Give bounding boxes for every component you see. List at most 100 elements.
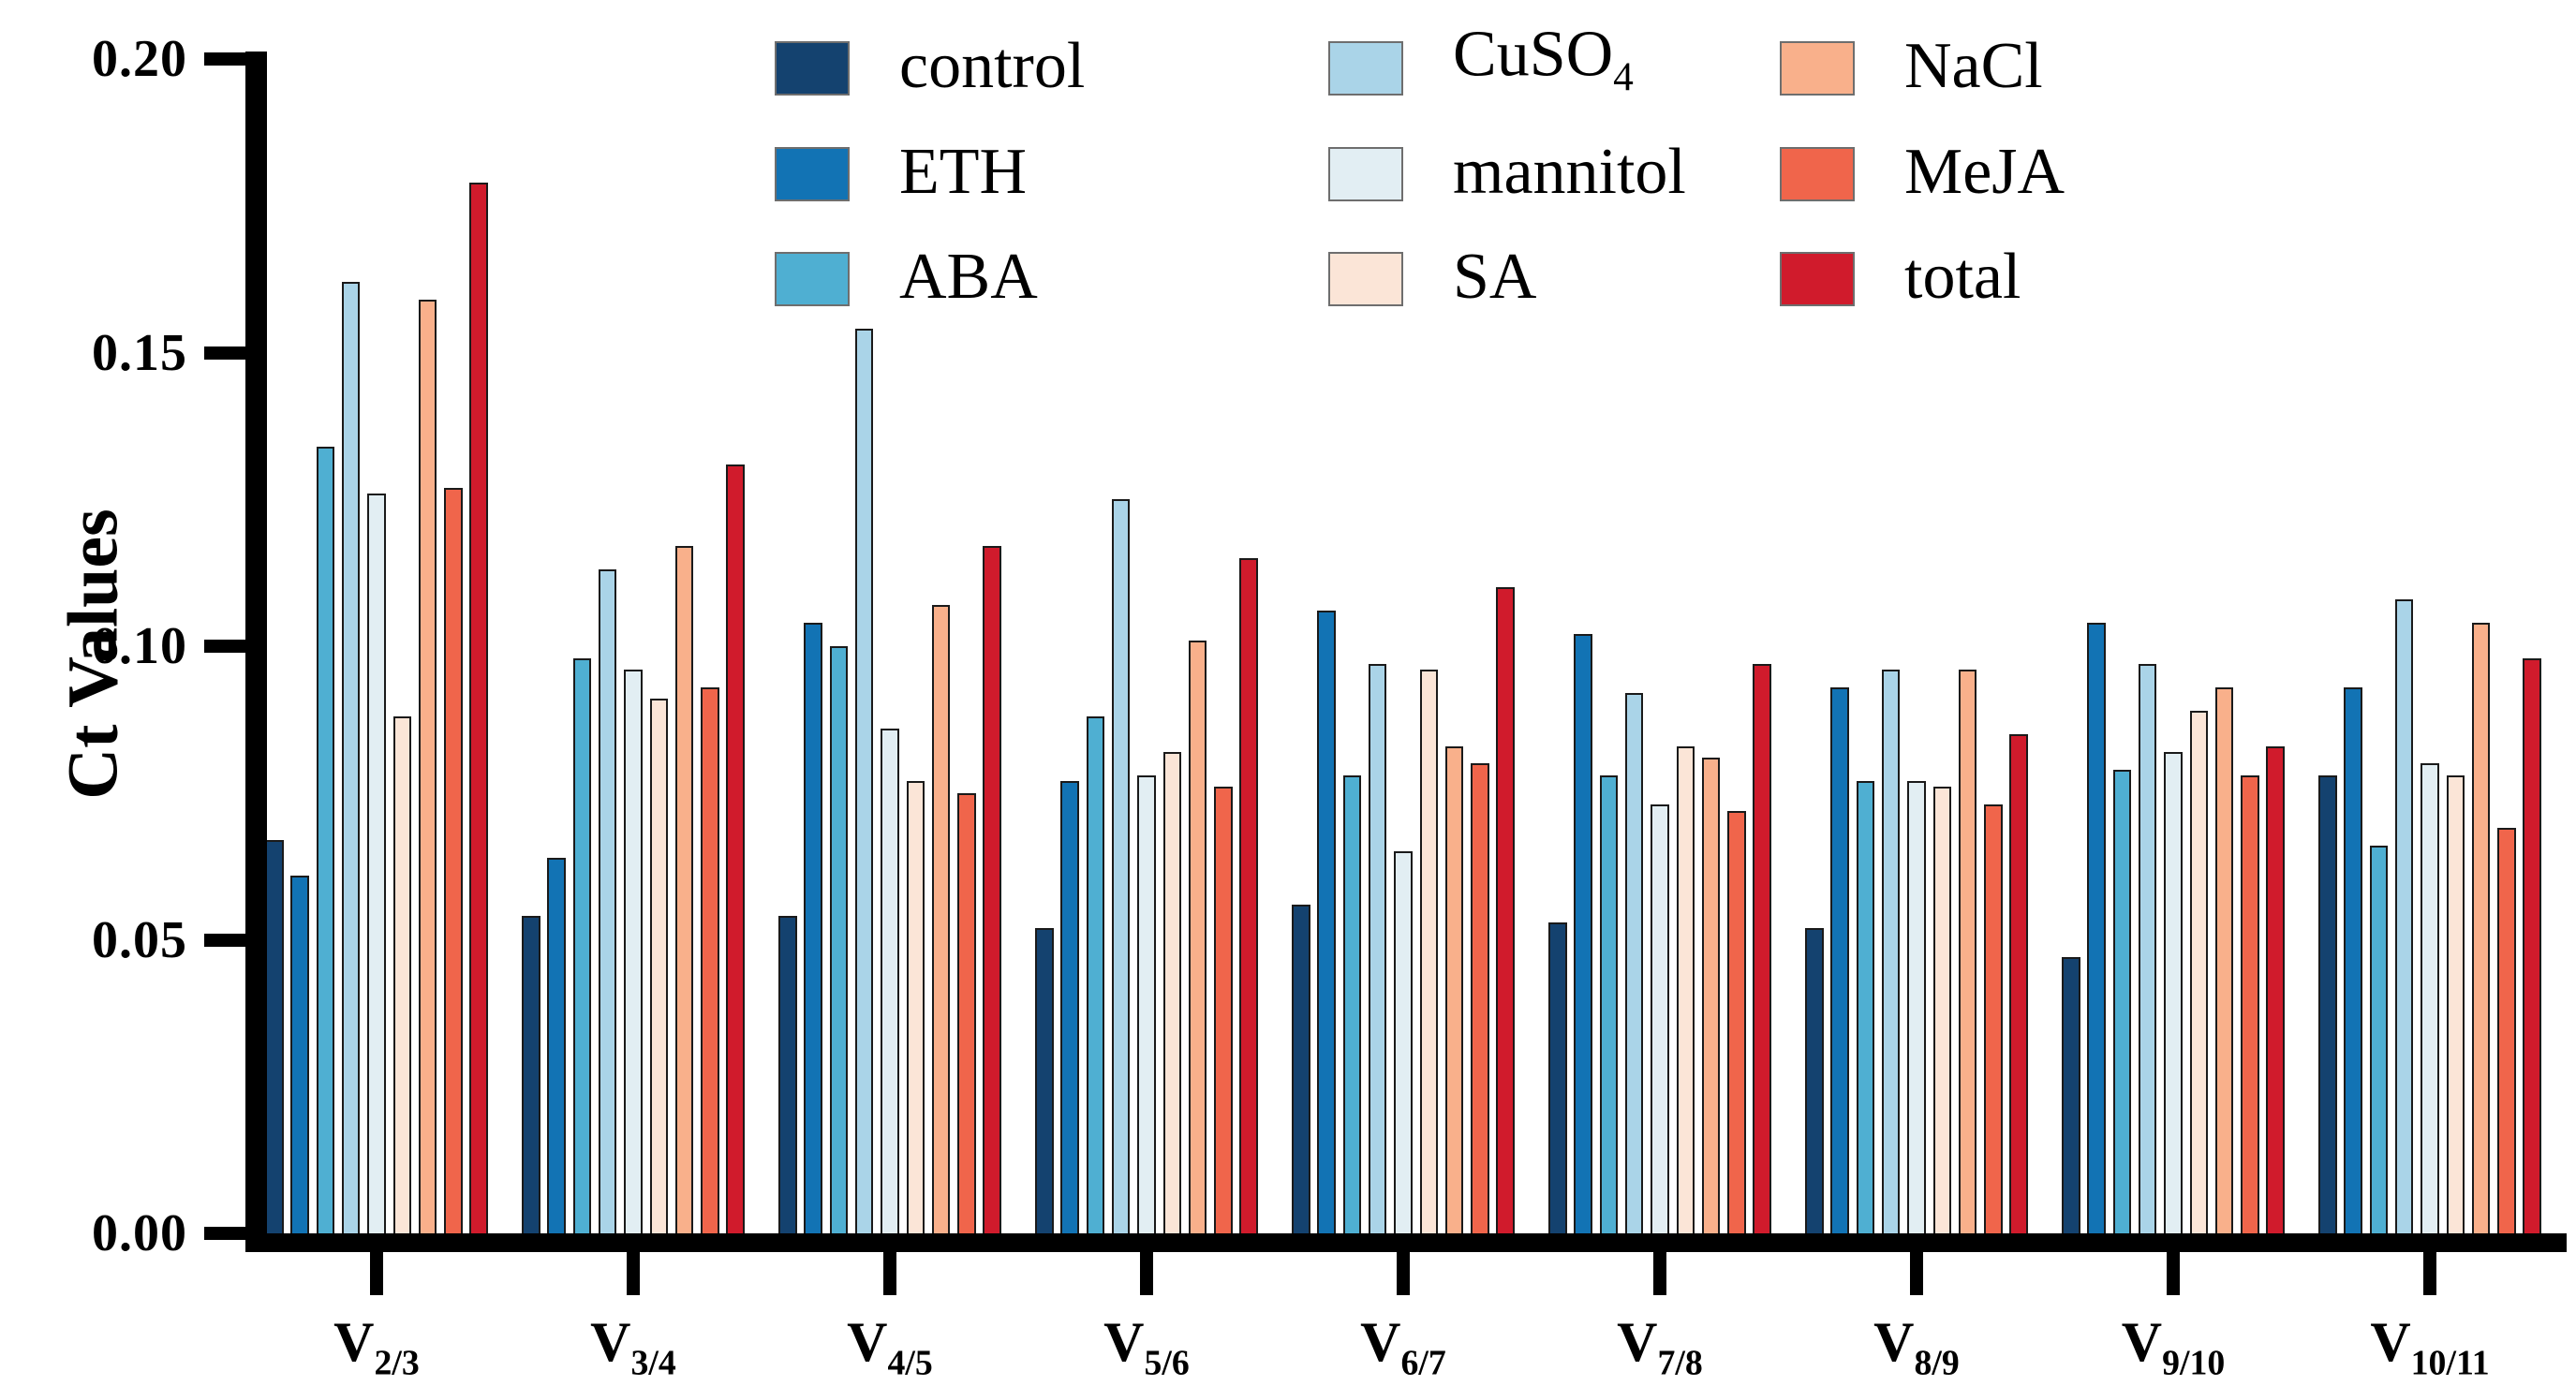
bar-NaCl-V5-6	[1188, 640, 1207, 1239]
y-tick-label: 0.20	[92, 30, 187, 88]
legend-label-SA: SA	[1453, 244, 1536, 310]
bar-control-V9-10	[2062, 957, 2080, 1239]
bar-NaCl-V3-4	[674, 546, 694, 1239]
legend-label-main: SA	[1453, 241, 1537, 314]
bar-total-V4-5	[983, 546, 1001, 1239]
bar-MeJA-V3-4	[701, 686, 719, 1239]
y-tick	[204, 1227, 245, 1240]
bar-control-V6-7	[1292, 904, 1310, 1239]
bar-ETH-V3-4	[547, 857, 566, 1239]
x-tick-label-base: V	[590, 1311, 631, 1373]
bar-NaCl-V8-9	[1958, 670, 1977, 1239]
x-tick	[883, 1252, 896, 1295]
legend-label-main: MeJA	[1904, 136, 2065, 209]
bar-CuSO4-V9-10	[2138, 663, 2157, 1239]
legend-label-main: ABA	[899, 241, 1038, 314]
bar-ETH-V4-5	[804, 622, 822, 1239]
x-tick	[627, 1252, 640, 1295]
bar-MeJA-V9-10	[2241, 774, 2259, 1239]
bar-mannitol-V7-8	[1651, 804, 1669, 1239]
legend-label-main: mannitol	[1453, 136, 1686, 209]
bar-ABA-V9-10	[2112, 769, 2132, 1239]
bar-total-V3-4	[726, 464, 745, 1239]
bar-ABA-V3-4	[572, 657, 592, 1239]
bar-CuSO4-V4-5	[854, 329, 874, 1239]
legend-label-ABA: ABA	[899, 244, 1038, 310]
legend-swatch-CuSO4	[1328, 41, 1403, 96]
bar-mannitol-V8-9	[1907, 781, 1926, 1239]
legend-label-main: CuSO	[1453, 18, 1614, 91]
bar-total-V9-10	[2266, 745, 2285, 1239]
legend-swatch-mannitol	[1328, 147, 1403, 201]
bar-ABA-V5-6	[1086, 716, 1105, 1239]
bar-NaCl-V7-8	[1701, 758, 1721, 1239]
bar-control-V10-11	[2318, 774, 2337, 1239]
bar-mannitol-V4-5	[881, 728, 899, 1239]
x-tick-label-base: V	[1617, 1311, 1658, 1373]
bar-total-V8-9	[2009, 734, 2028, 1239]
bar-MeJA-V5-6	[1214, 787, 1233, 1239]
x-tick-label-sub: 6/7	[1400, 1343, 1446, 1383]
bar-control-V3-4	[522, 916, 540, 1239]
x-tick-label-sub: 4/5	[887, 1343, 933, 1383]
bar-SA-V8-9	[1932, 787, 1952, 1239]
y-tick-label: 0.00	[92, 1204, 187, 1262]
bar-ETH-V9-10	[2087, 622, 2106, 1239]
x-tick-label-base: V	[333, 1311, 375, 1373]
x-tick-label: V7/8	[1538, 1309, 1782, 1386]
y-tick	[204, 933, 245, 947]
x-tick-label-base: V	[1103, 1311, 1145, 1373]
bar-total-V10-11	[2523, 657, 2541, 1239]
x-tick	[2423, 1252, 2436, 1295]
x-axis-line	[245, 1233, 2567, 1252]
x-tick	[1397, 1252, 1410, 1295]
y-axis-line	[245, 52, 267, 1252]
bar-control-V2-3	[265, 839, 284, 1239]
bar-mannitol-V2-3	[367, 493, 386, 1239]
bar-ABA-V8-9	[1856, 781, 1875, 1239]
y-tick	[204, 346, 245, 360]
x-tick-label: V5/6	[1025, 1309, 1268, 1386]
bar-SA-V5-6	[1162, 751, 1182, 1239]
x-tick-label-sub: 5/6	[1144, 1343, 1190, 1383]
bar-CuSO4-V8-9	[1881, 670, 1901, 1239]
legend-swatch-ABA	[775, 252, 850, 306]
bar-control-V7-8	[1548, 922, 1567, 1239]
legend-swatch-total	[1780, 252, 1855, 306]
legend-label-NaCl: NaCl	[1904, 34, 2043, 99]
bar-SA-V7-8	[1676, 745, 1695, 1239]
x-tick-label-base: V	[2370, 1311, 2411, 1373]
bar-NaCl-V2-3	[418, 300, 437, 1239]
x-tick-label-sub: 7/8	[1657, 1343, 1703, 1383]
bar-mannitol-V9-10	[2164, 751, 2183, 1239]
bar-ETH-V2-3	[290, 875, 309, 1239]
x-tick-label-base: V	[2121, 1311, 2163, 1373]
bar-total-V2-3	[469, 182, 488, 1239]
bar-ETH-V6-7	[1317, 611, 1336, 1239]
bar-mannitol-V5-6	[1137, 774, 1156, 1239]
legend-label-control: control	[899, 34, 1085, 99]
y-tick-label: 0.10	[92, 617, 187, 675]
x-tick-label: V4/5	[768, 1309, 1012, 1386]
bar-ABA-V4-5	[829, 646, 849, 1239]
x-tick-label-sub: 2/3	[374, 1343, 420, 1383]
legend-label-CuSO4: CuSO4	[1453, 22, 1634, 110]
bar-mannitol-V3-4	[624, 670, 643, 1239]
bar-ETH-V5-6	[1060, 781, 1079, 1239]
x-tick-label-base: V	[847, 1311, 888, 1373]
bar-MeJA-V2-3	[444, 487, 463, 1239]
y-tick-label: 0.05	[92, 910, 187, 969]
bar-NaCl-V10-11	[2471, 622, 2491, 1239]
legend-swatch-ETH	[775, 147, 850, 201]
legend-label-main: ETH	[899, 136, 1028, 209]
bar-SA-V2-3	[392, 716, 412, 1239]
bar-NaCl-V4-5	[931, 605, 951, 1239]
legend-label-main: NaCl	[1904, 30, 2043, 103]
bar-ABA-V2-3	[316, 446, 335, 1239]
bar-mannitol-V6-7	[1394, 851, 1413, 1239]
legend-swatch-control	[775, 41, 850, 96]
bar-ETH-V10-11	[2344, 686, 2362, 1239]
x-tick-label-sub: 10/11	[2410, 1343, 2490, 1383]
legend-label-main: control	[899, 30, 1086, 103]
